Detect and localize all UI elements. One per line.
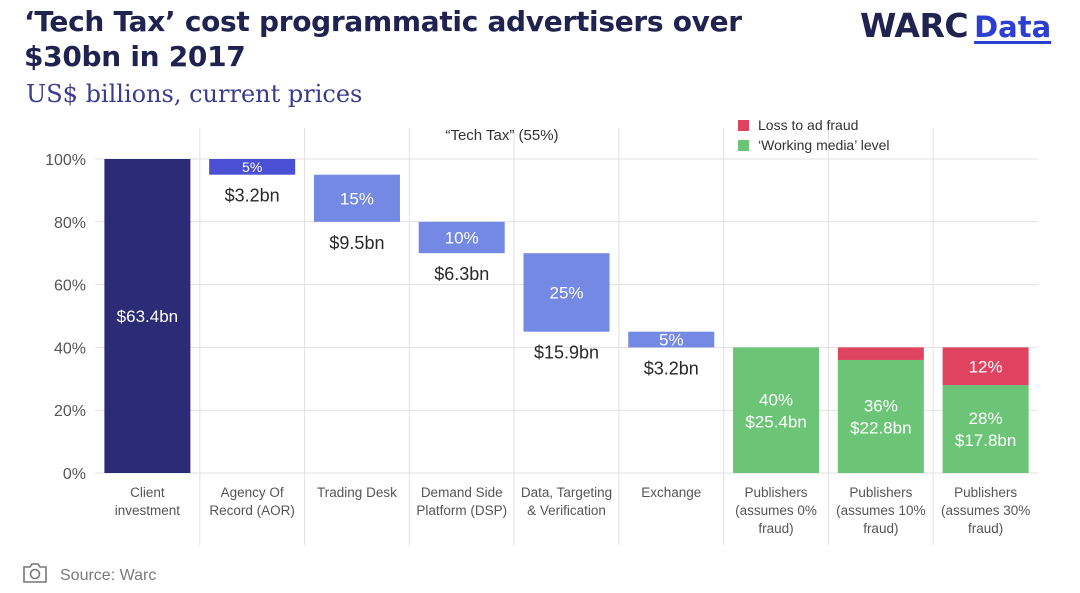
tech-tax-annotation: “Tech Tax” (55%) — [445, 127, 558, 144]
y-tick-label: 100% — [45, 152, 86, 169]
warc-data-logo: WARC Data — [860, 6, 1051, 45]
x-axis-categories: Client investment Agency Of Record (AOR) Tra… — [115, 485, 1031, 536]
category-label: & Verification — [527, 503, 606, 518]
bar-inside-label: 28% — [969, 409, 1003, 428]
legend-label-working-media: ‘Working media’ level — [758, 137, 890, 153]
bar-inside-label: $25.4bn — [745, 412, 806, 431]
bar-segment-tech_small — [209, 159, 296, 175]
bar-value-label: $6.3bn — [434, 264, 489, 284]
bar-inside-label: 10% — [445, 229, 479, 248]
source-text: Source: Warc — [60, 566, 157, 584]
category-label: (assumes 0% — [735, 503, 817, 518]
bar-value-label: $9.5bn — [329, 233, 384, 253]
category-label: fraud) — [758, 521, 793, 536]
bar-segment-tech — [628, 331, 715, 348]
category-label: Publishers — [849, 485, 912, 500]
category-label: Record (AOR) — [209, 503, 295, 518]
category-label: Exchange — [641, 485, 701, 500]
y-tick-label: 40% — [54, 340, 86, 357]
y-tick-label: 0% — [63, 466, 86, 483]
bar-inside-label: 12% — [969, 357, 1003, 376]
legend-label-fraud: Loss to ad fraud — [758, 117, 858, 133]
bar-segment-tech — [418, 221, 505, 254]
bar-inside-label: $22.8bn — [850, 419, 911, 438]
bar-inside-label: 15% — [340, 189, 374, 208]
bar-inside-label: $63.4bn — [117, 307, 178, 326]
logo-main-text: WARC — [860, 6, 969, 45]
bar-value-label: $3.2bn — [644, 358, 699, 378]
bar-segment-tech — [523, 253, 610, 332]
category-label: Demand Side — [421, 485, 503, 500]
bar-inside-label: $17.8bn — [955, 431, 1016, 450]
bar-inside-label: 5% — [242, 159, 262, 175]
legend: Loss to ad fraud ‘Working media’ level — [738, 117, 890, 153]
bar-segment-working_media — [837, 359, 924, 473]
category-label: Platform (DSP) — [416, 503, 507, 518]
legend-swatch-working-media — [738, 140, 749, 151]
category-label: fraud) — [968, 521, 1003, 536]
chart-title: ‘Tech Tax’ cost programmatic advertisers… — [24, 5, 742, 73]
bar-inside-label: 25% — [549, 284, 583, 303]
category-label: fraud) — [863, 521, 898, 536]
bar-labels: $63.4bn 5% $3.2bn 15% $9.5bn 10% $6.3bn 25% $15.… — [117, 159, 1017, 450]
bar-segment-working_media — [942, 385, 1029, 473]
y-axis-ticks: 0% 20% 40% 60% 80% 100% — [45, 152, 86, 483]
category-label: Data, Targeting — [521, 485, 612, 500]
y-tick-label: 20% — [54, 403, 86, 420]
category-label: Publishers — [745, 485, 808, 500]
bar-inside-label: 40% — [759, 390, 793, 409]
chart-subtitle: US$ billions, current prices — [26, 80, 363, 108]
category-label: Publishers — [954, 485, 1017, 500]
category-label: Trading Desk — [317, 485, 397, 500]
bar-segment-client — [104, 159, 191, 473]
category-label: Agency Of — [221, 485, 284, 500]
category-label: (assumes 10% — [836, 503, 925, 518]
category-label: investment — [115, 503, 181, 518]
bar-segment-working_media — [733, 347, 820, 473]
waterfall-chart: 0% 20% 40% 60% 80% 100% $63.4bn 5% $3.2bn 15% $9.… — [45, 117, 1038, 545]
bars — [104, 159, 1029, 473]
bar-inside-label: 5% — [659, 331, 684, 350]
category-label: Client — [130, 485, 165, 500]
source-note: Source: Warc — [22, 562, 156, 589]
bar-segment-fraud — [837, 347, 924, 360]
y-tick-label: 80% — [54, 215, 86, 232]
bar-segment-fraud — [942, 347, 1029, 386]
bar-value-label: $3.2bn — [225, 186, 280, 206]
bar-inside-label: 36% — [864, 397, 898, 416]
category-label: (assumes 30% — [941, 503, 1030, 518]
legend-swatch-fraud — [738, 120, 749, 131]
camera-icon — [22, 562, 48, 589]
bar-value-label: $15.9bn — [534, 343, 599, 363]
y-tick-label: 60% — [54, 278, 86, 295]
bar-segment-tech — [313, 174, 400, 222]
logo-sub-text: Data — [974, 10, 1052, 44]
